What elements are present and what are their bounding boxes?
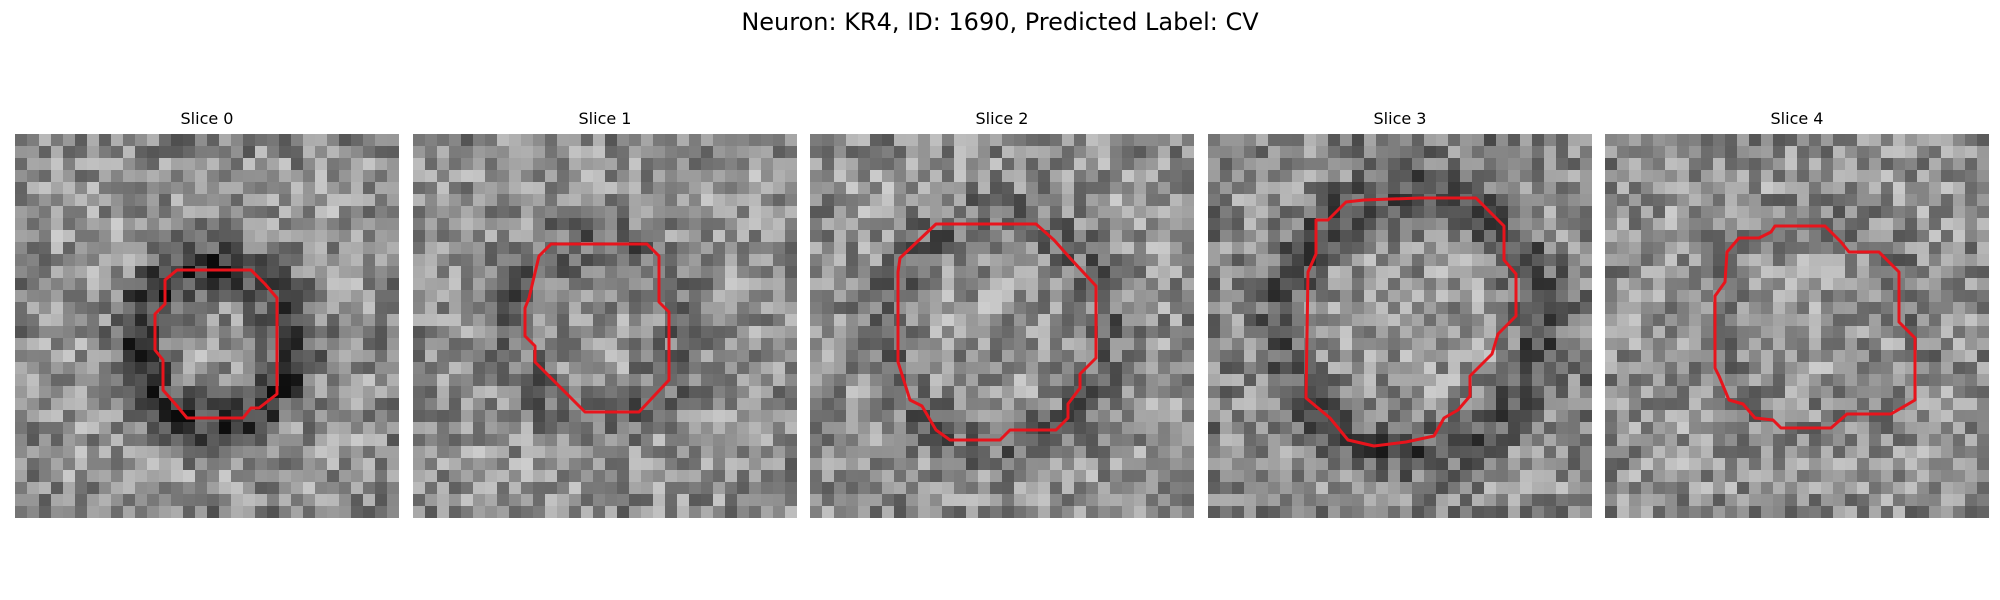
slice-image <box>413 134 797 518</box>
slice-image <box>15 134 399 518</box>
roi-contour <box>896 222 1098 442</box>
panel-slice-3: Slice 3 <box>1208 108 1592 518</box>
roi-contour <box>1304 196 1518 448</box>
roi-contour <box>523 242 671 414</box>
slice-image <box>1208 134 1592 518</box>
panel-title: Slice 0 <box>180 109 234 128</box>
panel-slice-4: Slice 4 <box>1605 108 1989 518</box>
roi-contour <box>1713 224 1917 430</box>
panel-title: Slice 3 <box>1373 109 1427 128</box>
figure-title: Neuron: KR4, ID: 1690, Predicted Label: … <box>741 8 1259 36</box>
panel-title: Slice 4 <box>1770 109 1824 128</box>
panel-title: Slice 2 <box>975 109 1029 128</box>
roi-contour <box>153 268 279 420</box>
panel-title: Slice 1 <box>578 109 632 128</box>
slice-image <box>810 134 1194 518</box>
panel-slice-2: Slice 2 <box>810 108 1194 518</box>
panel-slice-0: Slice 0 <box>15 108 399 518</box>
panel-slice-1: Slice 1 <box>413 108 797 518</box>
slice-image <box>1605 134 1989 518</box>
